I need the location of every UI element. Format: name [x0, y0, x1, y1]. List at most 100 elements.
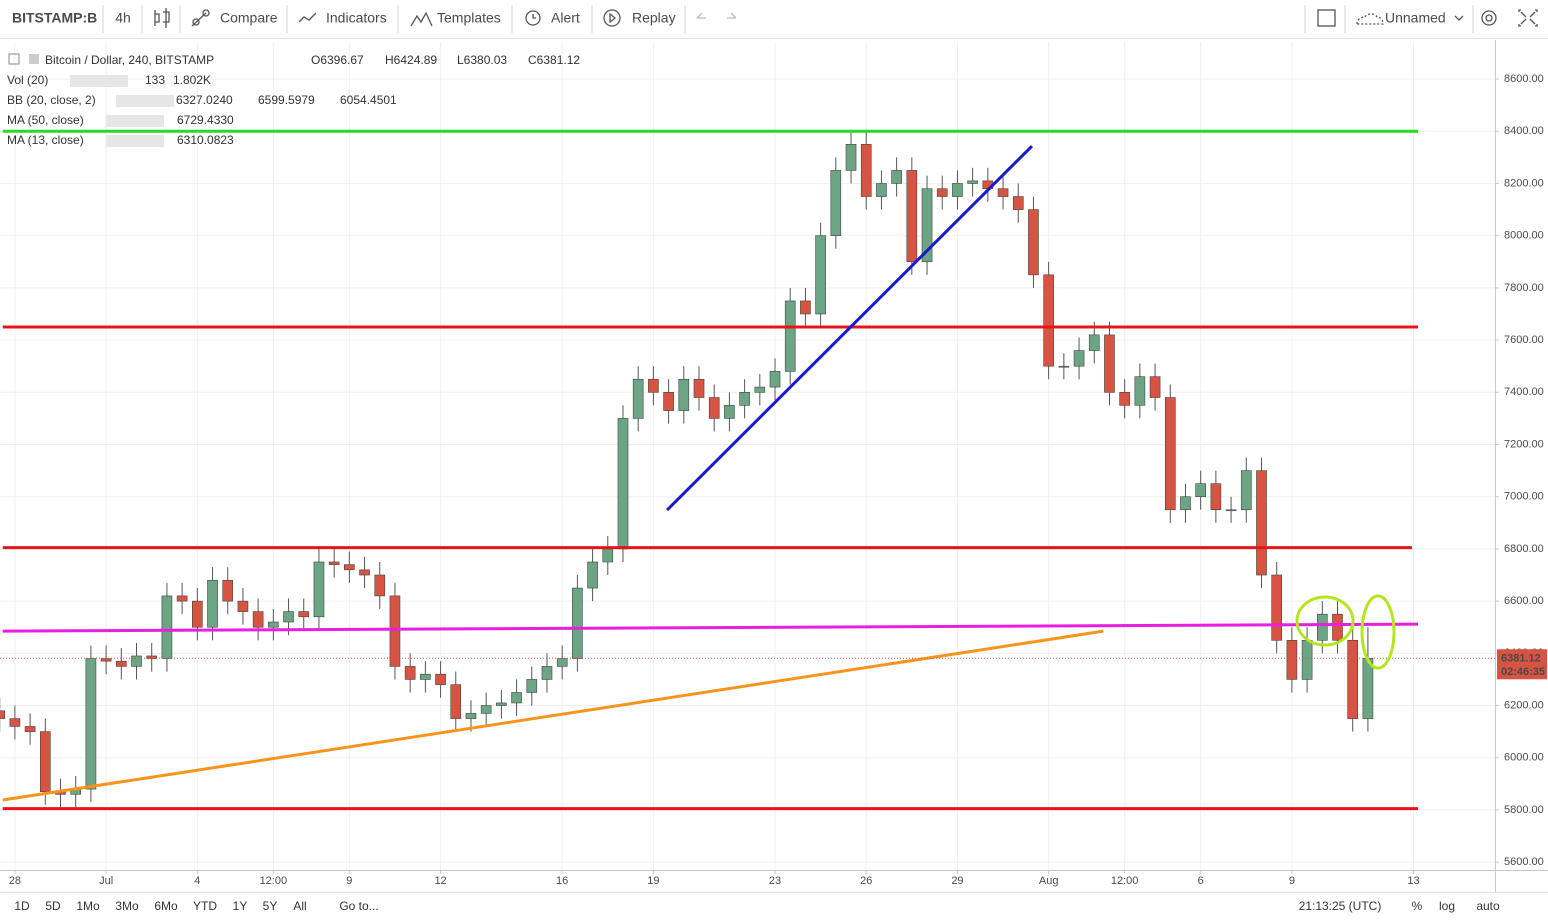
compare-button[interactable]: Compare	[220, 10, 278, 26]
interval-button[interactable]: 4h	[115, 10, 131, 26]
candle-body	[891, 170, 902, 184]
study-label: MA (13, close)	[7, 133, 84, 147]
range-button[interactable]: 5D	[45, 899, 61, 913]
drawn-line	[2, 622, 1419, 633]
percent-toggle[interactable]: %	[1412, 899, 1423, 913]
study-label: MA (50, close)	[7, 113, 84, 127]
candle-body	[1134, 376, 1146, 406]
countdown-label: 02:46:35	[1501, 666, 1545, 678]
candle-body	[313, 561, 325, 618]
study-controls[interactable]	[106, 115, 164, 127]
study-controls[interactable]	[106, 135, 164, 147]
range-button[interactable]: 1Mo	[76, 899, 100, 913]
candle-body	[1301, 639, 1313, 680]
study-label: Vol (20)	[7, 73, 48, 87]
y-tick-label: 8200.00	[1504, 177, 1544, 189]
range-button[interactable]: 6Mo	[154, 899, 178, 913]
candle-body	[921, 188, 933, 263]
study-value: 6054.4501	[340, 93, 397, 107]
y-tick-label: 6800.00	[1504, 543, 1544, 555]
candle-body	[1012, 196, 1024, 210]
range-button[interactable]: YTD	[193, 899, 217, 913]
candle-body	[374, 574, 386, 597]
study-controls[interactable]	[70, 75, 128, 87]
range-button[interactable]: 1Y	[233, 899, 248, 913]
x-tick-label: 26	[860, 875, 872, 887]
x-tick-label: 12:00	[1111, 875, 1139, 887]
range-button[interactable]: 3Mo	[115, 899, 139, 913]
candle-body	[1210, 483, 1222, 511]
candle-body	[298, 611, 310, 618]
candle-body	[769, 371, 781, 388]
candle-body	[845, 144, 857, 171]
candle-body	[1286, 639, 1298, 680]
candle-body	[222, 579, 234, 602]
y-tick-label: 7800.00	[1504, 282, 1544, 294]
candle-body	[602, 548, 614, 563]
candle-body	[1332, 613, 1343, 641]
candle-body	[648, 378, 659, 393]
templates-button[interactable]: Templates	[437, 10, 501, 26]
annotations	[1295, 594, 1396, 670]
study-value: 6599.5979	[258, 93, 315, 107]
legend-title: Bitcoin / Dollar, 240, BITSTAMP	[45, 53, 214, 67]
candle-body	[161, 595, 173, 659]
labels: BITSTAMP:B 4h Compare Indicators Templates Al…	[7, 10, 1547, 913]
candle-body	[85, 658, 97, 790]
study-value: 6310.0823	[177, 133, 234, 147]
x-tick-label: 23	[769, 875, 781, 887]
candle-body	[1104, 334, 1115, 393]
candle-body	[541, 666, 553, 680]
replay-button[interactable]: Replay	[632, 10, 676, 26]
range-button[interactable]: 1D	[14, 899, 30, 913]
goto-button[interactable]: Go to...	[339, 899, 378, 913]
candle-body	[9, 718, 21, 727]
drawn-line	[666, 145, 1033, 512]
alert-button[interactable]: Alert	[551, 10, 580, 26]
candle-body	[906, 170, 918, 263]
candle-body	[39, 731, 51, 792]
candle-body	[967, 180, 978, 184]
y-tick-label: 7200.00	[1504, 438, 1544, 450]
x-tick-label: Jul	[99, 875, 113, 887]
candle-body	[192, 600, 203, 628]
x-tick-label: 13	[1407, 875, 1419, 887]
candle-body	[1164, 397, 1176, 511]
indicators-button[interactable]: Indicators	[326, 10, 387, 26]
collapse-box[interactable]	[8, 53, 20, 65]
candle-body	[420, 673, 431, 680]
x-tick-label: 4	[194, 875, 200, 887]
y-tick-label: 7400.00	[1504, 386, 1544, 398]
candle-body	[1316, 613, 1328, 641]
x-tick-label: 16	[556, 875, 568, 887]
candle-body	[815, 235, 826, 315]
candle-body	[693, 378, 705, 398]
range-button[interactable]: 5Y	[263, 899, 278, 913]
y-tick-label: 8600.00	[1504, 73, 1544, 85]
candle-body	[1058, 365, 1070, 368]
log-toggle[interactable]: log	[1439, 899, 1455, 913]
candle-body	[708, 397, 720, 419]
candle-body	[1347, 639, 1359, 719]
symbol-button[interactable]: BITSTAMP:B	[12, 10, 97, 26]
candle-body	[572, 587, 583, 659]
study-controls[interactable]	[116, 95, 174, 107]
symbol-icon	[29, 54, 39, 64]
layout-button[interactable]: Unnamed	[1385, 10, 1446, 26]
candle-body	[587, 561, 598, 589]
range-button[interactable]: All	[293, 899, 306, 913]
candle-body	[100, 658, 112, 662]
toolbar	[0, 0, 1548, 38]
candle-body	[268, 621, 279, 628]
candle-body	[754, 386, 766, 393]
candle-body	[724, 405, 735, 419]
candle-body	[0, 710, 6, 719]
auto-toggle[interactable]: auto	[1476, 899, 1500, 913]
y-tick-label: 6000.00	[1504, 752, 1544, 764]
candle-body	[359, 569, 370, 576]
candle-body	[328, 561, 340, 565]
candle-body	[1119, 392, 1130, 406]
candle-body	[800, 300, 811, 315]
